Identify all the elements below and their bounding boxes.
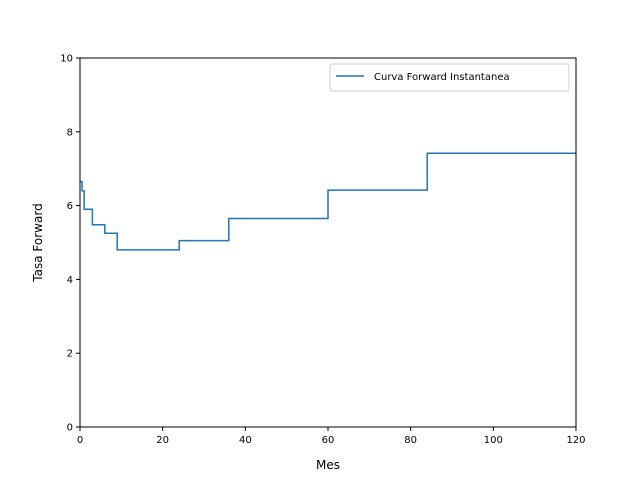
x-tick-label: 120: [566, 435, 585, 446]
legend-label: Curva Forward Instantanea: [374, 72, 510, 83]
y-axis-label: Tasa Forward: [31, 203, 45, 282]
y-tick-label: 8: [67, 127, 73, 138]
series-layer: [80, 152, 576, 251]
series-line-0: [80, 152, 576, 251]
y-tick-label: 4: [67, 275, 73, 286]
x-axis-ticks: 0 20 40 60 80 100 120: [77, 427, 586, 446]
y-tick-label: 0: [67, 423, 73, 434]
y-tick-label: 10: [60, 54, 73, 65]
x-tick-label: 0: [77, 435, 83, 446]
plot-area: [80, 58, 576, 427]
x-tick-label: 20: [156, 435, 169, 446]
y-axis-ticks: 0 2 4 6 8 10: [60, 54, 80, 434]
y-tick-label: 2: [67, 349, 73, 360]
x-tick-label: 80: [404, 435, 417, 446]
y-tick-label: 6: [67, 201, 73, 212]
x-tick-label: 40: [239, 435, 252, 446]
legend-box: [329, 63, 570, 92]
legend: Curva Forward Instantanea: [329, 63, 570, 92]
x-axis-label: Mes: [316, 458, 340, 472]
x-tick-label: 60: [322, 435, 335, 446]
x-tick-label: 100: [484, 435, 503, 446]
